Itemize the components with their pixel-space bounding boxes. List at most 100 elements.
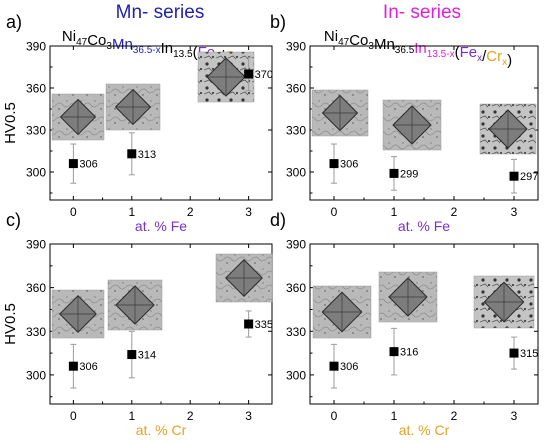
x-tick-label: 1 [391, 205, 398, 219]
panel-label: c) [6, 210, 21, 230]
formula-part: In [161, 40, 174, 57]
x-tick-label: 1 [128, 205, 135, 219]
y-tick-label: 360 [286, 82, 306, 96]
data-point [509, 171, 519, 181]
x-axis-label: at. % Fe [135, 218, 187, 234]
y-tick-label: 360 [286, 281, 306, 295]
y-tick-label: 300 [286, 166, 306, 180]
panel-c: c) 300 330 360 390 0 1 2 3 at. % Cr HV0.5 306 314 335 [2, 210, 273, 438]
data-label: 316 [400, 347, 418, 359]
y-axis-label: HV0.5 [2, 303, 19, 345]
x-tick-label: 0 [331, 409, 338, 423]
formula-part: 47 [76, 37, 88, 48]
data-label: 315 [520, 348, 538, 360]
panel-label: b) [270, 12, 286, 32]
data-label: 335 [255, 319, 273, 331]
formula-part: Cr [486, 48, 502, 65]
data-point [68, 159, 78, 169]
data-point [389, 168, 399, 178]
x-axis-label: at. % Fe [398, 218, 450, 234]
y-axis-label: HV0.5 [2, 102, 19, 144]
y-tick-label: 300 [26, 368, 46, 382]
panel-b: In- seriesNi47Co3Mn36.5In13.5-x(Fex/Crx)… [270, 2, 539, 234]
x-tick-label: 3 [511, 205, 518, 219]
data-point [329, 159, 339, 169]
y-tick-label: 360 [26, 281, 46, 295]
y-tick-label: 390 [286, 40, 306, 54]
formula-part: Fe [460, 44, 478, 61]
series-title: Mn- series [116, 2, 205, 23]
formula-part: Co [87, 32, 106, 49]
x-tick-label: 3 [245, 205, 252, 219]
panel-label: a) [6, 12, 22, 32]
formula-part: Ni [62, 28, 76, 45]
formula-part: Co [349, 32, 368, 49]
panel-a: Mn- seriesNi47Co3Mn36.5-xIn13.5(Fex/Crx)… [2, 2, 273, 234]
formula-part: ( [455, 44, 460, 61]
formula-part: 36.5 [395, 45, 415, 56]
y-tick-label: 300 [26, 166, 46, 180]
y-tick-label: 330 [286, 124, 306, 138]
data-label: 297 [520, 171, 538, 183]
y-tick-label: 360 [26, 82, 46, 96]
indent-micrograph [311, 89, 369, 137]
series-title: In- series [383, 2, 461, 23]
formula-part: 13.5 [173, 49, 193, 60]
x-tick-label: 2 [187, 409, 194, 423]
x-tick-label: 2 [451, 205, 458, 219]
x-axis-label: at. % Cr [399, 422, 450, 438]
data-point [244, 319, 254, 329]
y-tick-label: 390 [26, 40, 46, 54]
data-point [127, 350, 137, 360]
data-label: 313 [138, 149, 156, 161]
x-tick-label: 3 [511, 409, 518, 423]
formula-part: x [502, 57, 507, 68]
x-tick-label: 0 [331, 205, 338, 219]
indent-micrograph [51, 289, 105, 339]
y-tick-label: 330 [26, 325, 46, 339]
data-point [389, 347, 399, 357]
panel-label: d) [270, 210, 286, 230]
formula-part: In [414, 40, 427, 57]
data-point [509, 348, 519, 358]
indent-micrograph [215, 253, 273, 303]
formula-part: Mn [374, 36, 395, 53]
panel-d: d) 300 330 360 390 0 1 2 3 at. % Cr 306 316 315 [270, 210, 539, 438]
indent-micrograph [378, 271, 438, 323]
y-tick-label: 390 [26, 238, 46, 252]
indent-micrograph [51, 93, 105, 141]
x-tick-label: 0 [70, 409, 77, 423]
x-tick-label: 1 [391, 409, 398, 423]
data-label: 370 [255, 69, 273, 81]
data-point [329, 361, 339, 371]
data-point [244, 69, 254, 79]
formula-part: ) [507, 52, 512, 69]
y-tick-label: 300 [286, 368, 306, 382]
composition-formula: Ni47Co3Mn36.5In13.5-x(Fex/Crx) [324, 28, 512, 69]
formula-part: Mn [112, 36, 133, 53]
y-tick-label: 390 [286, 238, 306, 252]
data-label: 306 [79, 159, 97, 171]
y-tick-label: 330 [286, 325, 306, 339]
formula-part: 47 [338, 37, 350, 48]
formula-part: Ni [324, 28, 338, 45]
data-label: 306 [79, 361, 97, 373]
formula-part: ( [193, 44, 198, 61]
data-label: 306 [340, 361, 358, 373]
indent-micrograph [312, 285, 372, 339]
indent-micrograph [105, 83, 161, 131]
x-tick-label: 2 [451, 409, 458, 423]
data-label: 314 [138, 350, 156, 362]
x-tick-label: 1 [128, 409, 135, 423]
y-tick-label: 330 [26, 124, 46, 138]
data-point [68, 361, 78, 371]
x-tick-label: 2 [187, 205, 194, 219]
indent-micrograph [382, 99, 442, 151]
indent-micrograph [473, 275, 535, 329]
indent-micrograph [479, 103, 537, 155]
data-point [127, 149, 137, 159]
formula-part: / [482, 48, 487, 65]
indent-micrograph [107, 279, 163, 331]
formula-part: x [477, 53, 482, 64]
